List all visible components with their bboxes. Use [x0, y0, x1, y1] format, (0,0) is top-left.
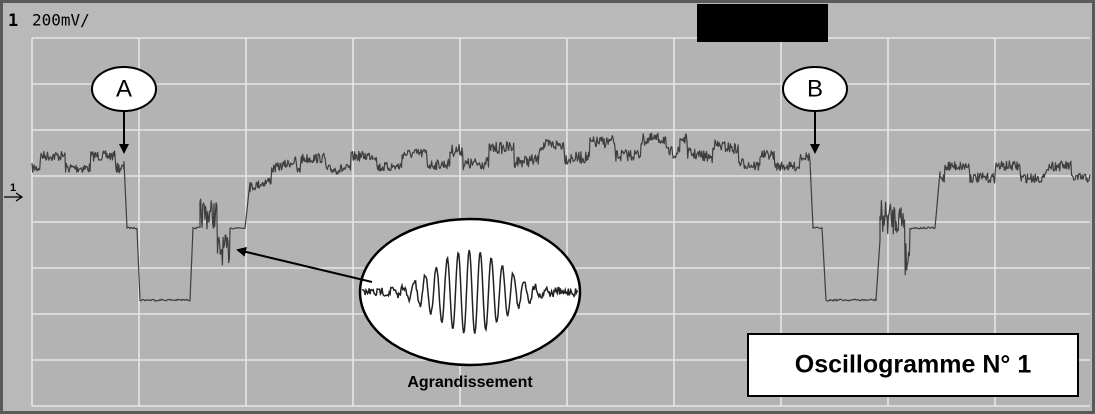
channel-number: 1: [8, 11, 18, 31]
marker-a: A: [116, 75, 132, 102]
vertical-scale: 200mV/: [32, 11, 90, 30]
redaction-box: [697, 4, 828, 42]
caption: Oscillogramme N° 1: [795, 351, 1032, 379]
oscilloscope-screen: 1 200mV/ 1 A B Agrandissement Oscillogra…: [0, 0, 1095, 414]
zoom-label: Agrandissement: [407, 374, 533, 391]
marker-b: B: [807, 75, 823, 102]
trace-marker: 1: [10, 182, 16, 194]
zoom-ellipse: [360, 219, 580, 365]
